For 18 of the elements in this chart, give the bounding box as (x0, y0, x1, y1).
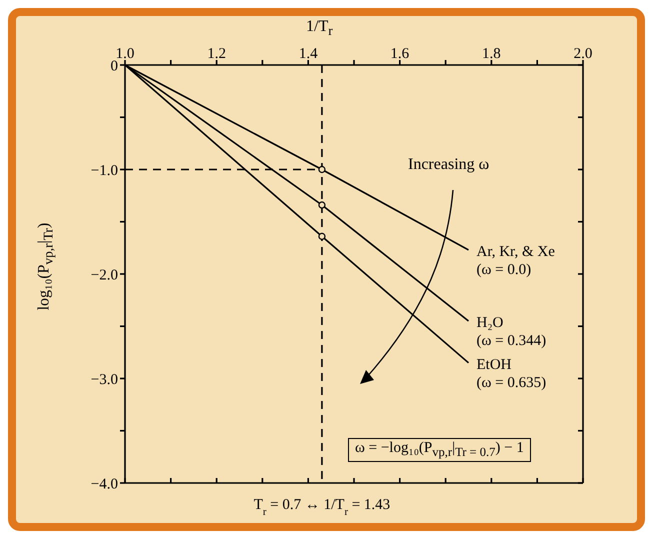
y-tick-label: −3.0 (90, 372, 118, 388)
x-tick-label: 1.6 (390, 46, 410, 62)
y-tick-label: −4.0 (90, 476, 118, 492)
x-axis-title: 1/T$_{r}$ (306, 18, 333, 40)
series-label: Ar, Kr, & Xe (ω = 0.0) (476, 244, 556, 278)
x-tick-label: 1.4 (298, 46, 318, 62)
y-tick-label: 0 (110, 58, 118, 74)
y-tick-label: −2.0 (90, 267, 118, 284)
legend-label: H₂O (ω = 0.344) (476, 315, 546, 350)
y-tick-label: −1.0 (90, 162, 118, 179)
x-tick-label: 1.0 (116, 46, 134, 62)
x-tick-label: 1.2 (207, 46, 226, 62)
annotation: ω = −log₁₀(P$_{vp,r}$|$_{Tr = 0.7}$) − 1 (348, 438, 531, 462)
ref-line-label: T$_{r}$ = 0.7 ↔ 1/T$_{r}$ = 1.43 (254, 497, 390, 518)
annotation: Increasing ω (408, 156, 490, 174)
x-tick-label: 1.8 (482, 46, 501, 62)
x-tick-label: 2.0 (574, 46, 592, 62)
legend-label: EtOH (ω = 0.635) (476, 356, 546, 391)
